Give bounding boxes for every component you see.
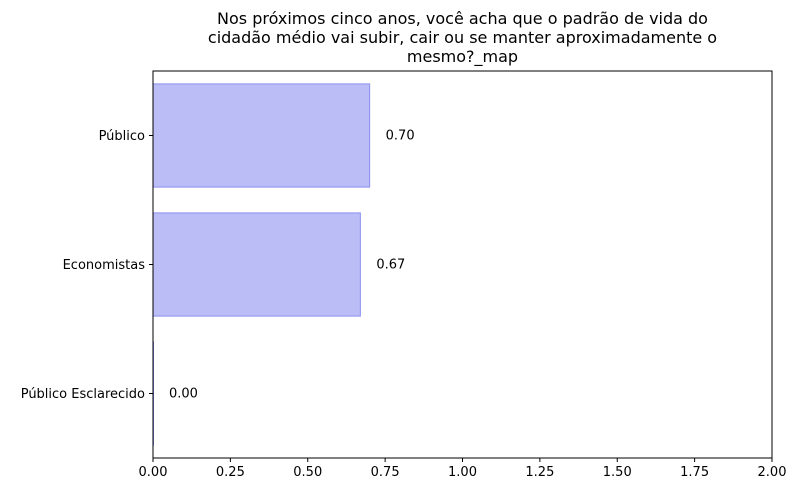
bar-0 [152,83,371,188]
x-tick-label-5: 1.25 [525,465,554,480]
data-label-2: 0.00 [169,387,198,402]
chart-title-line: Nos próximos cinco anos, você acha que o… [217,9,708,28]
x-tick-label-6: 1.50 [603,465,632,480]
bar-1 [152,212,361,317]
bars [152,83,371,446]
x-tick-label-8: 2.00 [758,465,787,480]
data-label-1: 0.67 [376,258,405,273]
x-tick-label-4: 1.00 [448,465,477,480]
y-tick-label-1: Economistas [63,258,146,273]
data-label-0: 0.70 [386,129,415,144]
chart-title: Nos próximos cinco anos, você acha que o… [208,9,717,67]
chart-title-line: cidadão médio vai subir, cair ou se mant… [208,28,717,47]
x-axis-ticks: 0.00 0.25 0.50 0.75 1.00 1.25 1.50 1.75 2.00 [139,458,787,480]
chart-title-line: mesmo?_map [407,47,518,67]
data-labels: 0.70 0.67 0.00 [169,129,415,402]
x-tick-label-1: 0.25 [216,465,245,480]
x-tick-label-3: 0.75 [371,465,400,480]
y-tick-label-2: Público Esclarecido [21,387,145,402]
y-tick-label-0: Público [99,129,145,144]
x-tick-label-2: 0.50 [293,465,322,480]
x-tick-label-7: 1.75 [680,465,709,480]
plot-frame [152,70,773,459]
y-axis-ticks: Público Economistas Público Esclarecido [21,129,153,402]
x-tick-label-0: 0.00 [139,465,168,480]
